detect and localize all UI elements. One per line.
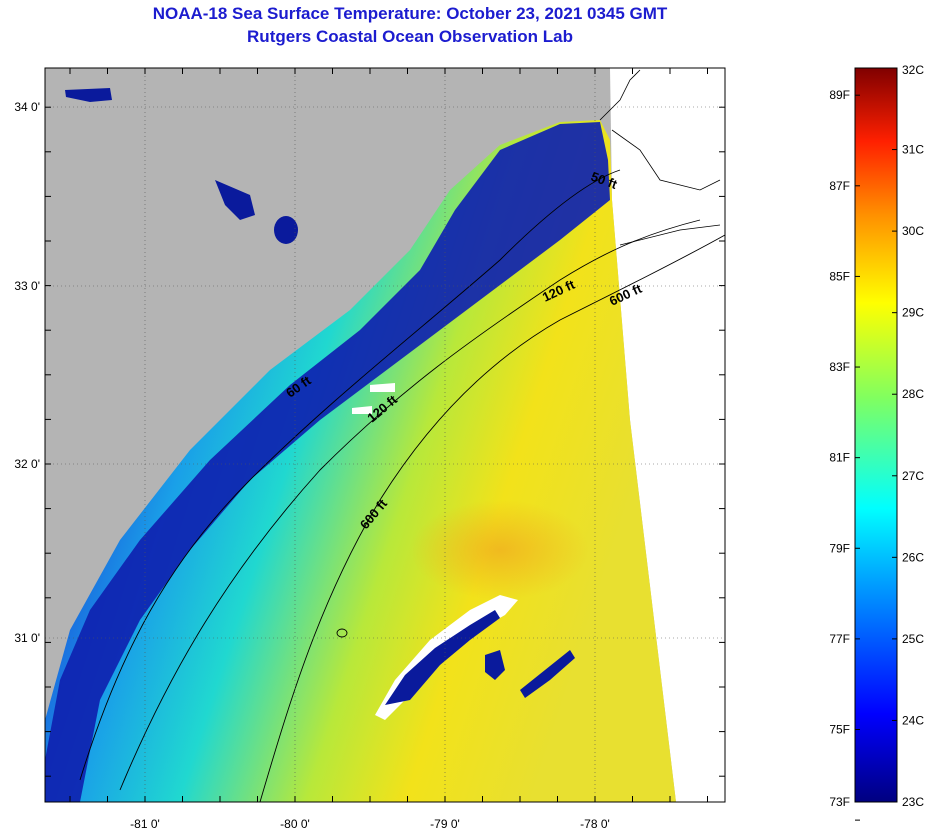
- contour-120ft: [119, 219, 701, 791]
- map-title: NOAA-18 Sea Surface Temperature: October…: [152, 4, 668, 23]
- contour-60ft: [79, 169, 621, 781]
- graticule: [45, 68, 725, 802]
- colorbar-label-f: 77F: [829, 632, 850, 646]
- colorbar: [854, 67, 898, 803]
- inland-river: [215, 180, 255, 220]
- colorbar-label-c: 27C: [902, 469, 924, 483]
- lat-label: 32 0': [14, 457, 40, 471]
- axis-ticks: [45, 68, 725, 802]
- colorbar-label-f: 79F: [829, 541, 850, 555]
- lat-label: 34 0': [14, 100, 40, 114]
- colorbar-celsius-scale: 32C 31C 30C 29C 28C 27C 26C 25C 24C 23C: [892, 63, 924, 809]
- cold-patch: [485, 650, 505, 680]
- lat-label: 31 0': [14, 631, 40, 645]
- inland-lake: [65, 88, 112, 102]
- cold-patch: [385, 610, 500, 705]
- colorbar-label-c: 28C: [902, 387, 924, 401]
- colorbar-label-f: 75F: [829, 723, 850, 737]
- map-subtitle: Rutgers Coastal Ocean Observation Lab: [247, 27, 573, 46]
- colorbar-label-c: 23C: [902, 795, 924, 809]
- cloud-patch: [370, 383, 395, 392]
- colorbar-label-c: 29C: [902, 306, 924, 320]
- cloud-patch: [352, 406, 372, 414]
- colorbar-label-c: 26C: [902, 550, 924, 564]
- colorbar-label-f: 87F: [829, 179, 850, 193]
- coastline: [599, 69, 721, 246]
- sea-surface: [45, 120, 676, 802]
- lon-label: -81 0': [130, 817, 160, 831]
- colorbar-label-f: 81F: [829, 451, 850, 465]
- contour-600ft: [259, 234, 725, 802]
- colorbar-label-c: 25C: [902, 632, 924, 646]
- cold-nearshore-band: [45, 122, 610, 802]
- colorbar-label-c: 24C: [902, 713, 924, 727]
- no-data-region: [610, 68, 725, 802]
- lon-label: -79 0': [430, 817, 460, 831]
- inland-lake: [274, 216, 298, 244]
- map-frame: [44, 67, 726, 803]
- colorbar-fahrenheit-scale: 89F 87F 85F 83F 81F 79F 77F 75F 73F: [829, 88, 860, 821]
- lon-label: -78 0': [580, 817, 610, 831]
- colorbar-label-f: 89F: [829, 88, 850, 102]
- lon-label: -80 0': [280, 817, 310, 831]
- colorbar-label-c: 31C: [902, 143, 924, 157]
- colorbar-label-f: 73F: [829, 795, 850, 809]
- lat-label: 33 0': [14, 279, 40, 293]
- colorbar-label-f: 83F: [829, 360, 850, 374]
- cold-patch: [520, 650, 575, 698]
- colorbar-label-c: 30C: [902, 224, 924, 238]
- colorbar-label-c: 32C: [902, 63, 924, 77]
- contour-loop: [336, 628, 348, 638]
- colorbar-label-f: 85F: [829, 269, 850, 283]
- warm-core: [410, 500, 590, 600]
